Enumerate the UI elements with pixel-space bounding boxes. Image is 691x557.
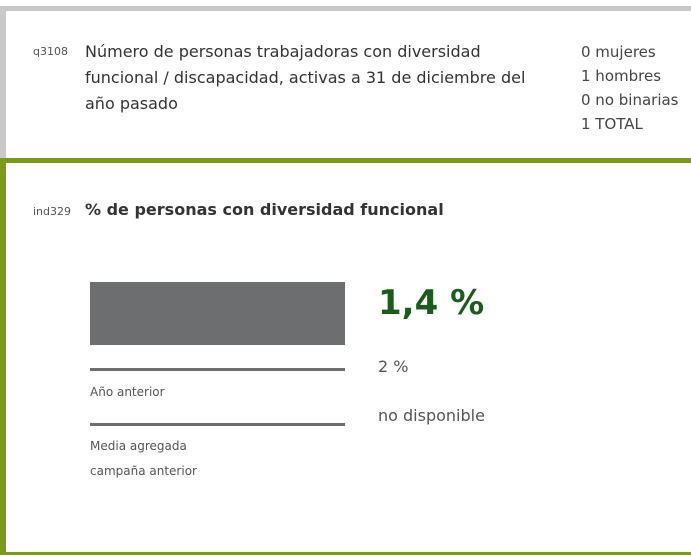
average-line (90, 423, 345, 426)
answer-list: 0 mujeres 1 hombres 0 no binarias 1 TOTA… (581, 40, 691, 136)
question-panel (0, 6, 691, 160)
answer: 0 no binarias (581, 91, 679, 109)
previous-line (90, 368, 345, 371)
previous-value: 2 % (378, 357, 409, 376)
answer: 1 hombres (581, 67, 662, 85)
answer: 0 mujeres (581, 43, 656, 61)
indicator-value: 1,4 % (378, 283, 485, 323)
indicator-code: ind329 (33, 205, 72, 218)
answer: 1 TOTAL (581, 115, 643, 133)
average-label: Media agregada campaña anterior (90, 439, 197, 478)
value-bar (90, 282, 345, 345)
indicator-title: % de personas con diversidad funcional (85, 200, 444, 219)
indicator-panel (0, 158, 691, 555)
question-code: q3108 (33, 45, 68, 58)
previous-label: Año anterior (90, 385, 165, 399)
average-value: no disponible (378, 406, 485, 425)
question-text: Número de personas trabajadoras con dive… (85, 42, 526, 113)
